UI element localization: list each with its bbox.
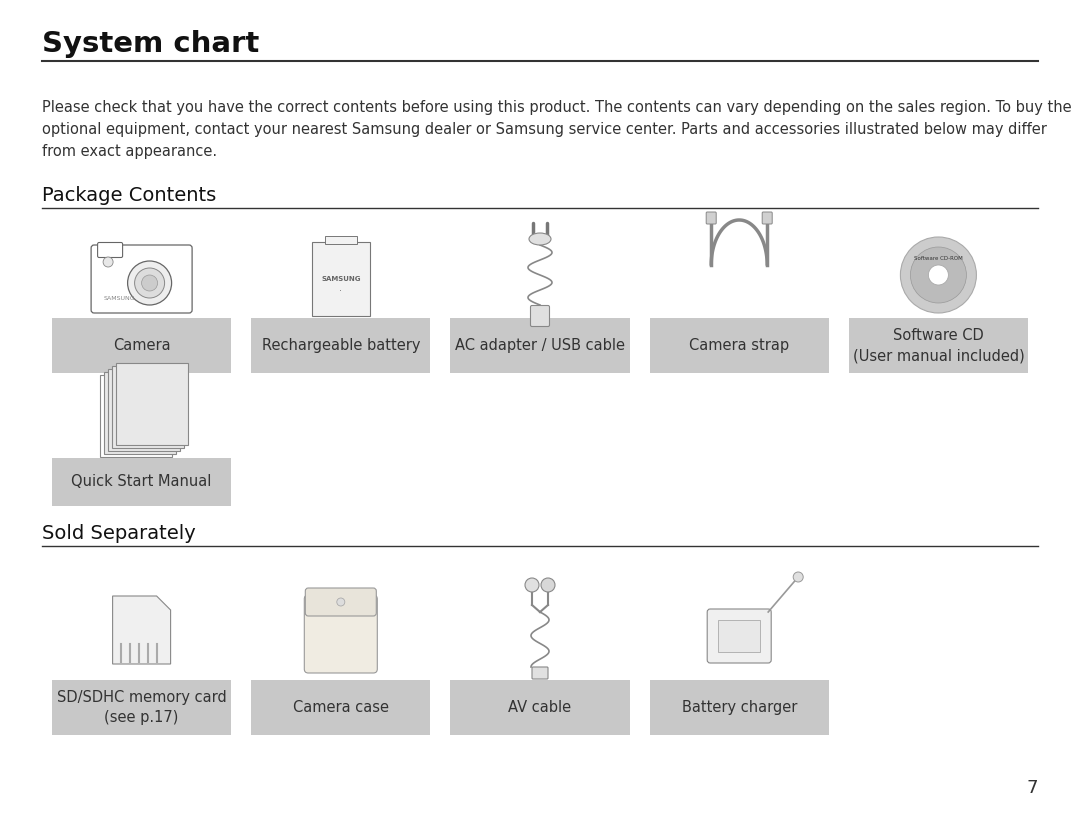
Bar bbox=[450, 318, 630, 373]
Bar bbox=[718, 620, 760, 652]
Circle shape bbox=[141, 275, 158, 291]
Text: ·: · bbox=[339, 286, 342, 296]
Text: Software CD-ROM: Software CD-ROM bbox=[914, 257, 962, 262]
Text: Camera case: Camera case bbox=[293, 700, 389, 715]
Circle shape bbox=[127, 261, 172, 305]
Text: Camera: Camera bbox=[112, 338, 171, 353]
FancyBboxPatch shape bbox=[116, 363, 188, 445]
Text: Software CD
(User manual included): Software CD (User manual included) bbox=[852, 328, 1024, 363]
FancyBboxPatch shape bbox=[305, 595, 377, 673]
Bar bbox=[52, 680, 231, 735]
FancyBboxPatch shape bbox=[108, 369, 179, 451]
Circle shape bbox=[901, 237, 976, 313]
FancyBboxPatch shape bbox=[97, 243, 123, 258]
Bar bbox=[849, 318, 1028, 373]
FancyBboxPatch shape bbox=[762, 212, 772, 224]
Text: Please check that you have the correct contents before using this product. The c: Please check that you have the correct c… bbox=[42, 100, 1071, 160]
Circle shape bbox=[135, 268, 164, 298]
FancyBboxPatch shape bbox=[104, 372, 176, 454]
Text: SAMSUNG: SAMSUNG bbox=[104, 296, 136, 301]
FancyBboxPatch shape bbox=[306, 588, 376, 616]
Text: Package Contents: Package Contents bbox=[42, 186, 216, 205]
Bar bbox=[649, 318, 828, 373]
Text: Sold Separately: Sold Separately bbox=[42, 524, 195, 543]
FancyBboxPatch shape bbox=[706, 212, 716, 224]
FancyBboxPatch shape bbox=[532, 667, 548, 679]
Bar bbox=[450, 680, 630, 735]
FancyBboxPatch shape bbox=[111, 366, 184, 448]
Circle shape bbox=[525, 578, 539, 592]
Circle shape bbox=[910, 247, 967, 303]
Text: AV cable: AV cable bbox=[509, 700, 571, 715]
Bar bbox=[52, 318, 231, 373]
Text: SD/SDHC memory card
(see p.17): SD/SDHC memory card (see p.17) bbox=[57, 689, 227, 725]
Text: AC adapter / USB cable: AC adapter / USB cable bbox=[455, 338, 625, 353]
Circle shape bbox=[541, 578, 555, 592]
FancyBboxPatch shape bbox=[99, 375, 172, 457]
Text: Camera strap: Camera strap bbox=[689, 338, 789, 353]
Text: Quick Start Manual: Quick Start Manual bbox=[71, 474, 212, 490]
Text: Rechargeable battery: Rechargeable battery bbox=[261, 338, 420, 353]
Bar bbox=[252, 318, 431, 373]
Circle shape bbox=[103, 257, 113, 267]
Polygon shape bbox=[112, 596, 171, 664]
Bar bbox=[325, 236, 356, 244]
Text: 7: 7 bbox=[1026, 779, 1038, 797]
Circle shape bbox=[929, 265, 948, 285]
Text: Battery charger: Battery charger bbox=[681, 700, 797, 715]
Bar bbox=[312, 242, 369, 316]
Circle shape bbox=[337, 598, 345, 606]
Bar bbox=[52, 458, 231, 506]
Circle shape bbox=[793, 572, 804, 582]
Text: System chart: System chart bbox=[42, 30, 259, 58]
Text: SAMSUNG: SAMSUNG bbox=[321, 276, 361, 282]
FancyBboxPatch shape bbox=[530, 306, 550, 327]
FancyBboxPatch shape bbox=[707, 609, 771, 663]
Bar bbox=[252, 680, 431, 735]
Bar bbox=[649, 680, 828, 735]
Ellipse shape bbox=[529, 233, 551, 245]
FancyBboxPatch shape bbox=[91, 245, 192, 313]
